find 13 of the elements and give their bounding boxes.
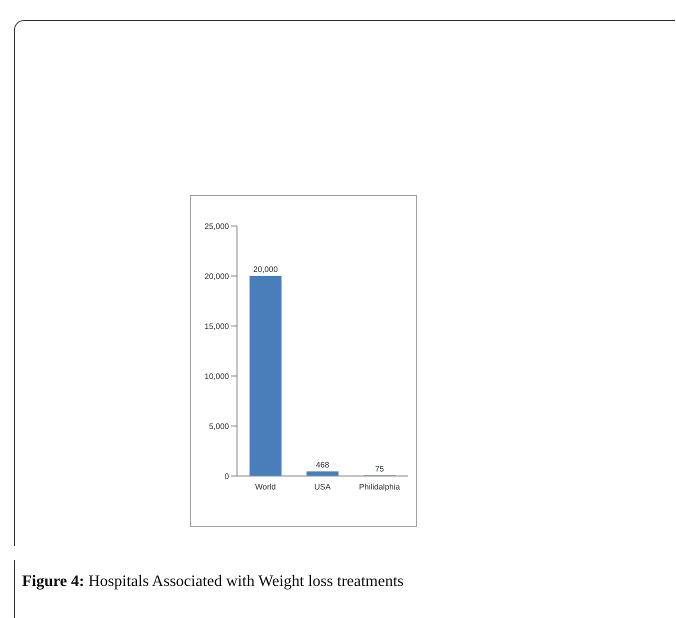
x-tick-label: Philidalphia	[359, 482, 401, 492]
y-tick-label: 15,000	[204, 322, 230, 331]
data-label: 75	[375, 464, 385, 474]
data-label: 20,000	[253, 265, 278, 274]
y-tick-label: 10,000	[204, 372, 230, 381]
data-label: 468	[316, 460, 330, 470]
caption: Figure 4: Hospitals Associated with Weight loss treatments	[22, 573, 404, 590]
y-tick-label: 20,000	[204, 272, 230, 281]
x-tick-label: USA	[314, 482, 332, 492]
x-tick-label: World	[255, 482, 276, 492]
y-tick-label: 0	[224, 472, 230, 481]
y-tick-label: 5,000	[208, 422, 230, 431]
y-tick-label: 25,000	[204, 222, 230, 231]
